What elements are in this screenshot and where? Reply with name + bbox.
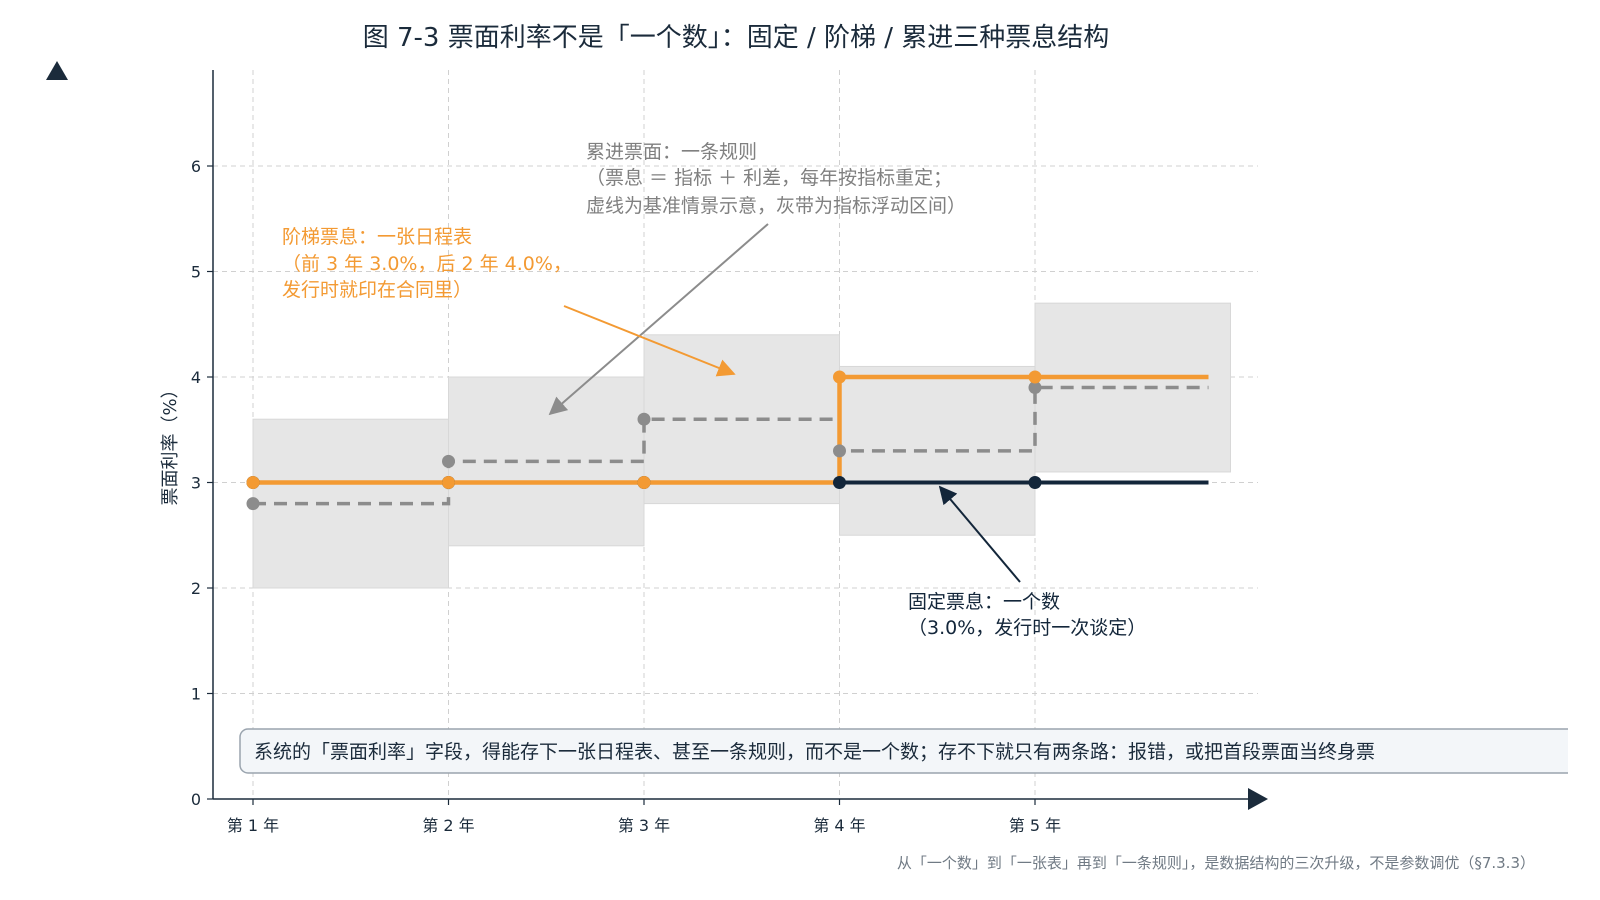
annotation-float-line3: 虚线为基准情景示意，灰带为指标浮动区间） (586, 195, 966, 217)
step-point-2 (442, 476, 455, 489)
y-tick-label-5: 5 (191, 263, 201, 282)
annotation-step: 阶梯票息：一张日程表 （前 3 年 3.0%，后 2 年 4.0%， 发行时就印… (282, 226, 736, 377)
floating-point-4 (833, 444, 846, 458)
coupon-structure-chart: 图 7-3 票面利率不是「一个数」：固定 / 阶梯 / 累进三种票息结构 0 1 2… (46, 23, 1568, 872)
step-point-1 (246, 476, 260, 489)
annotation-step-line2: （前 3 年 3.0%，后 2 年 4.0%， (282, 253, 572, 275)
annotation-fixed-line2: （3.0%，发行时一次谈定） (908, 617, 1146, 639)
annotation-fixed-line1: 固定票息：一个数 (908, 591, 1060, 613)
series-points (246, 370, 1042, 511)
step-point-4 (833, 370, 846, 384)
floating-point-3 (637, 412, 651, 426)
x-tick-label-3: 第 3 年 (618, 816, 670, 835)
annotation-float-line1: 累进票面：一条规则 (586, 141, 757, 163)
annotation-fixed-arrow (938, 485, 1021, 583)
x-tick-label-5: 第 5 年 (1009, 816, 1061, 835)
y-axis-arrowhead (46, 61, 68, 80)
annotation-step-line1: 阶梯票息：一张日程表 (282, 226, 472, 248)
y-tick-label-1: 1 (191, 685, 201, 704)
step-point-5 (1028, 370, 1042, 384)
note-box: 系统的「票面利率」字段，得能存下一张日程表、甚至一条规则，而不是一个数；存不下就… (239, 728, 1568, 774)
floating-point-2 (442, 454, 455, 468)
annotation-float-arrow (548, 223, 769, 416)
floating-range-bands (252, 302, 1231, 589)
footer-caption: 从「一个数」到「一张表」再到「一条规则」，是数据结构的三次升级，不是参数调优（§… (897, 854, 1535, 872)
chart-title: 图 7-3 票面利率不是「一个数」：固定 / 阶梯 / 累进三种票息结构 (363, 23, 1110, 53)
annotation-floating: 累进票面：一条规则 （票息 ＝ 指标 ＋ 利差，每年按指标重定； 虚线为基准情景… (548, 141, 966, 416)
y-tick-label-2: 2 (191, 579, 201, 598)
y-tick-label-0: 0 (191, 790, 201, 809)
y-axis-label: 票面利率（%） (160, 380, 181, 505)
fixed-point-4 (833, 476, 846, 489)
y-tick-label-3: 3 (191, 474, 201, 493)
note-box-text: 系统的「票面利率」字段，得能存下一张日程表、甚至一条规则，而不是一个数；存不下就… (254, 741, 1375, 763)
x-axis-arrowhead (1248, 788, 1268, 810)
floating-point-1 (246, 497, 260, 511)
annotation-float-line2: （票息 ＝ 指标 ＋ 利差，每年按指标重定； (586, 167, 952, 189)
tick-labels: 0 1 2 3 4 5 6 第 1 年 第 2 年 第 3 年 第 4 年 第 5 年 (191, 157, 1061, 835)
step-point-3 (637, 476, 651, 489)
annotation-fixed: 固定票息：一个数 （3.0%，发行时一次谈定） (908, 485, 1146, 639)
fixed-point-5 (1028, 476, 1042, 489)
x-tick-label-2: 第 2 年 (422, 816, 474, 835)
annotation-step-line3: 发行时就印在合同里） (282, 279, 472, 301)
x-tick-label-1: 第 1 年 (227, 816, 279, 835)
axes (46, 61, 1268, 810)
annotation-step-arrow (563, 305, 736, 377)
y-tick-label-4: 4 (191, 368, 201, 387)
x-tick-label-4: 第 4 年 (813, 816, 865, 835)
y-tick-label-6: 6 (191, 157, 201, 176)
floating-point-5 (1028, 381, 1042, 395)
